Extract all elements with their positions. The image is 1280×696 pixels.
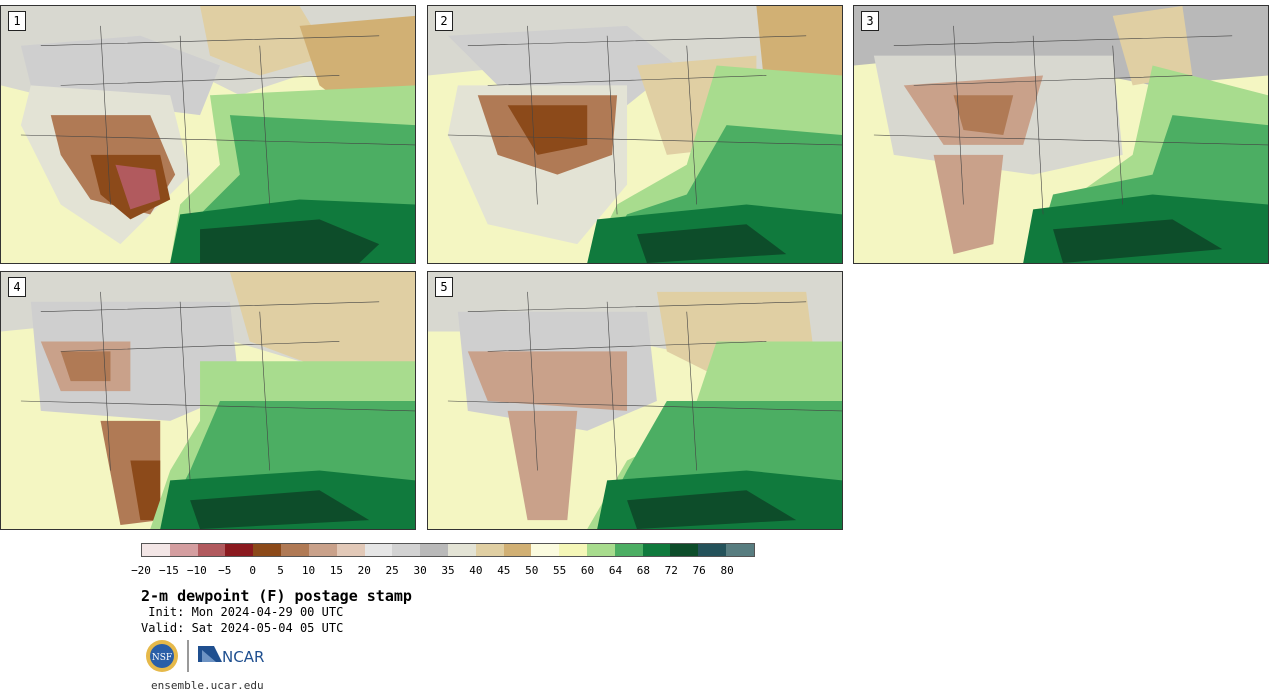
dewpoint-map-3 bbox=[854, 6, 1268, 263]
colorbar-swatch bbox=[670, 544, 699, 556]
colorbar-tick-label: 45 bbox=[497, 564, 511, 577]
colorbar-tick-label: −15 bbox=[158, 564, 179, 577]
panel-label: 1 bbox=[8, 11, 26, 31]
colorbar-swatch bbox=[642, 544, 671, 556]
colorbar-swatch bbox=[726, 544, 754, 556]
colorbar-swatch bbox=[420, 544, 448, 556]
dewpoint-map-2 bbox=[428, 6, 842, 263]
dewpoint-map-4 bbox=[1, 272, 415, 529]
figure-title: 2-m dewpoint (F) postage stamp bbox=[141, 587, 412, 605]
colorbar-tick-label: 76 bbox=[692, 564, 706, 577]
colorbar-tick-label: 15 bbox=[329, 564, 343, 577]
panel-label: 3 bbox=[861, 11, 879, 31]
colorbar-tick-label: −10 bbox=[186, 564, 207, 577]
colorbar-swatch bbox=[169, 544, 198, 556]
colorbar-swatch bbox=[225, 544, 254, 556]
colorbar-tick-label: 68 bbox=[636, 564, 650, 577]
map-panel-4: 4 bbox=[0, 271, 416, 530]
ncar-logo: NCAR bbox=[198, 646, 264, 666]
colorbar-swatch bbox=[531, 544, 560, 556]
colorbar-swatch bbox=[503, 544, 532, 556]
colorbar-tick-label: 40 bbox=[469, 564, 483, 577]
colorbar-tick-label: 5 bbox=[277, 564, 284, 577]
colorbar-swatch bbox=[447, 544, 476, 556]
colorbar-swatch bbox=[364, 544, 393, 556]
colorbar-swatch bbox=[281, 544, 309, 556]
colorbar-swatch bbox=[587, 544, 615, 556]
init-time: Init: Mon 2024-04-29 00 UTC bbox=[141, 605, 344, 619]
colorbar-tick-label: 72 bbox=[664, 564, 678, 577]
svg-text:NSF: NSF bbox=[152, 653, 172, 663]
colorbar-swatch bbox=[614, 544, 643, 556]
colorbar-tick-label: 60 bbox=[580, 564, 595, 577]
colorbar-swatch bbox=[336, 544, 365, 556]
map-panel-1: 1 bbox=[0, 5, 416, 264]
logos: NSF NCAR bbox=[144, 638, 274, 674]
colorbar-tick-label: 55 bbox=[553, 564, 567, 577]
panel-label: 5 bbox=[435, 277, 453, 297]
map-panel-2: 2 bbox=[427, 5, 843, 264]
dewpoint-map-1 bbox=[1, 6, 415, 263]
colorbar-tick-label: 25 bbox=[385, 564, 399, 577]
map-panel-3: 3 bbox=[853, 5, 1269, 264]
colorbar-tick-label: 30 bbox=[413, 564, 427, 577]
valid-time: Valid: Sat 2024-05-04 05 UTC bbox=[141, 621, 344, 635]
colorbar-tick-label: 0 bbox=[249, 564, 256, 577]
colorbar-swatch bbox=[253, 544, 282, 556]
colorbar-swatch bbox=[698, 544, 727, 556]
colorbar-tick-label: 20 bbox=[357, 564, 371, 577]
panel-label: 4 bbox=[8, 277, 26, 297]
colorbar-tick-label: 10 bbox=[301, 564, 316, 577]
nsf-ncar-logos: NSF NCAR bbox=[146, 640, 264, 672]
colorbar-swatch bbox=[475, 544, 504, 556]
colorbar-swatch bbox=[308, 544, 337, 556]
panel-label: 2 bbox=[435, 11, 453, 31]
colorbar-swatch bbox=[559, 544, 587, 556]
dewpoint-map-5 bbox=[428, 272, 842, 529]
colorbar-tick-label: 35 bbox=[441, 564, 455, 577]
colorbar-tick-label: 50 bbox=[525, 564, 539, 577]
colorbar-tick-label: −20 bbox=[131, 564, 151, 577]
map-panel-5: 5 bbox=[427, 271, 843, 530]
svg-text:NCAR: NCAR bbox=[222, 648, 264, 666]
colorbar-swatch bbox=[392, 544, 421, 556]
nsf-logo: NSF bbox=[146, 640, 178, 672]
colorbar-tick-label: −5 bbox=[218, 564, 232, 577]
colorbar-tick-label: 64 bbox=[608, 564, 623, 577]
website-url: ensemble.ucar.edu bbox=[151, 679, 264, 692]
colorbar-swatch bbox=[142, 544, 170, 556]
colorbar-swatch bbox=[197, 544, 226, 556]
colorbar-tick-label: 80 bbox=[720, 564, 734, 577]
dewpoint-colorbar bbox=[141, 543, 755, 557]
